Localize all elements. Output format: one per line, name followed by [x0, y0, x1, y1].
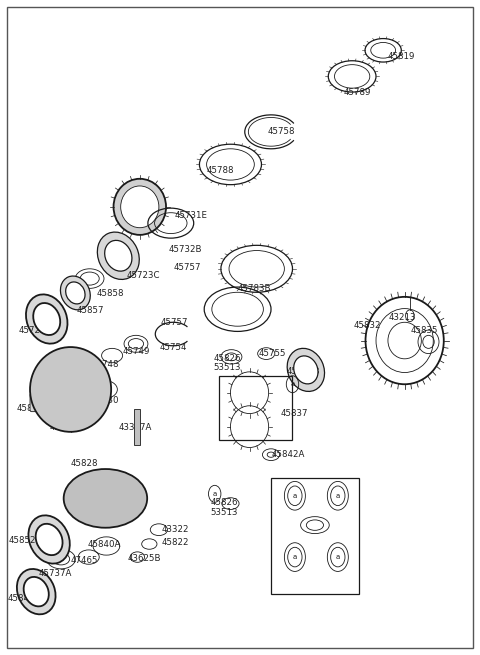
Text: 45826: 45826: [213, 354, 241, 363]
Text: 45835: 45835: [411, 326, 438, 335]
Text: 45832: 45832: [354, 321, 381, 330]
Text: 45822: 45822: [161, 538, 189, 546]
Text: 43213: 43213: [389, 312, 416, 322]
Ellipse shape: [287, 348, 324, 392]
Ellipse shape: [33, 303, 60, 335]
Text: 45758: 45758: [268, 127, 295, 136]
Text: 45857: 45857: [77, 306, 104, 315]
Ellipse shape: [26, 294, 68, 344]
Text: 45858: 45858: [97, 289, 124, 298]
Text: 45788: 45788: [206, 166, 234, 176]
Text: 45748: 45748: [92, 360, 120, 369]
Ellipse shape: [36, 524, 62, 555]
Text: 45840A: 45840A: [87, 540, 120, 548]
Ellipse shape: [24, 577, 49, 607]
Text: 45737A: 45737A: [38, 569, 72, 578]
Text: 45737B: 45737B: [287, 367, 320, 376]
Text: 45849T: 45849T: [8, 594, 40, 603]
Text: 45789: 45789: [344, 88, 372, 97]
FancyBboxPatch shape: [30, 394, 45, 411]
Text: 43625B: 43625B: [128, 554, 161, 563]
Text: a: a: [293, 493, 297, 498]
Text: 43327A: 43327A: [118, 423, 152, 432]
Bar: [218, 376, 292, 440]
Text: 53513: 53513: [213, 364, 241, 373]
Text: 45630: 45630: [92, 396, 120, 405]
Bar: [271, 477, 360, 593]
Text: 45757: 45757: [173, 263, 201, 272]
Text: 43322: 43322: [161, 525, 189, 534]
Ellipse shape: [30, 347, 111, 432]
Text: 45725B: 45725B: [18, 326, 51, 335]
Text: 45723C: 45723C: [126, 271, 160, 280]
Text: 45755: 45755: [258, 349, 286, 358]
Text: 45710B: 45710B: [49, 423, 83, 432]
Text: 45852T: 45852T: [8, 536, 41, 545]
Text: a: a: [336, 493, 340, 498]
Text: 47465: 47465: [71, 556, 98, 565]
Text: a: a: [336, 554, 340, 560]
Ellipse shape: [17, 569, 56, 614]
Ellipse shape: [64, 469, 147, 528]
Ellipse shape: [60, 276, 90, 310]
Ellipse shape: [294, 356, 318, 384]
Text: 45732B: 45732B: [168, 245, 202, 253]
Text: 53513: 53513: [210, 508, 238, 517]
Ellipse shape: [105, 240, 132, 271]
Text: 45749: 45749: [122, 347, 149, 356]
Ellipse shape: [97, 232, 139, 280]
Text: 45842A: 45842A: [272, 449, 305, 458]
Text: 45826: 45826: [210, 498, 238, 508]
Ellipse shape: [114, 179, 166, 235]
Text: a: a: [213, 491, 217, 496]
Text: 45816: 45816: [17, 404, 44, 413]
Text: a: a: [290, 381, 295, 387]
Bar: [134, 409, 140, 445]
Text: 45828: 45828: [71, 459, 98, 468]
Text: 45754: 45754: [160, 343, 187, 352]
Text: 45731E: 45731E: [174, 211, 207, 220]
Text: 45757: 45757: [161, 318, 189, 327]
Text: a: a: [293, 554, 297, 560]
Text: 45837: 45837: [281, 409, 308, 418]
Text: 45783B: 45783B: [237, 284, 271, 293]
Ellipse shape: [66, 282, 85, 304]
Ellipse shape: [28, 515, 70, 563]
Text: 45819: 45819: [388, 52, 415, 62]
Ellipse shape: [120, 186, 159, 228]
